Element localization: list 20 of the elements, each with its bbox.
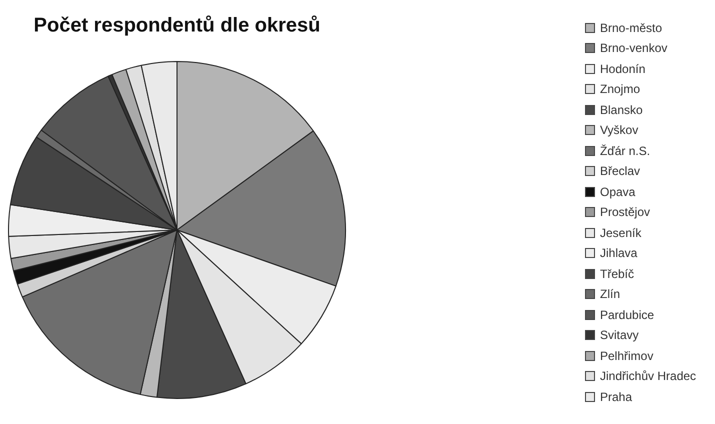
legend-label: Brno-venkov xyxy=(600,41,668,55)
legend-label: Znojmo xyxy=(600,82,640,96)
legend-label: Břeclav xyxy=(600,164,640,178)
legend-label: Svitavy xyxy=(600,328,639,342)
legend-label: Vyškov xyxy=(600,123,638,137)
legend-label: Praha xyxy=(600,390,632,404)
legend-label: Hodonín xyxy=(600,62,646,76)
legend-label: Třebíč xyxy=(600,266,634,280)
legend-label: Jihlava xyxy=(600,246,638,260)
legend-label: Blansko xyxy=(600,102,643,116)
legend-label: Opava xyxy=(600,184,636,198)
legend-label: Zlín xyxy=(600,287,620,301)
legend-label: Prostějov xyxy=(600,205,650,219)
legend-label: Žďár n.S. xyxy=(600,144,650,158)
legend-label: Brno-město xyxy=(600,20,662,34)
legend-label: Pardubice xyxy=(600,308,654,322)
legend-label: Pelhřimov xyxy=(600,348,654,362)
legend-label: Jeseník xyxy=(600,226,642,240)
legend-label: Jindřichův Hradec xyxy=(600,369,696,383)
chart-title: Počet respondentů dle okresů xyxy=(34,14,320,37)
